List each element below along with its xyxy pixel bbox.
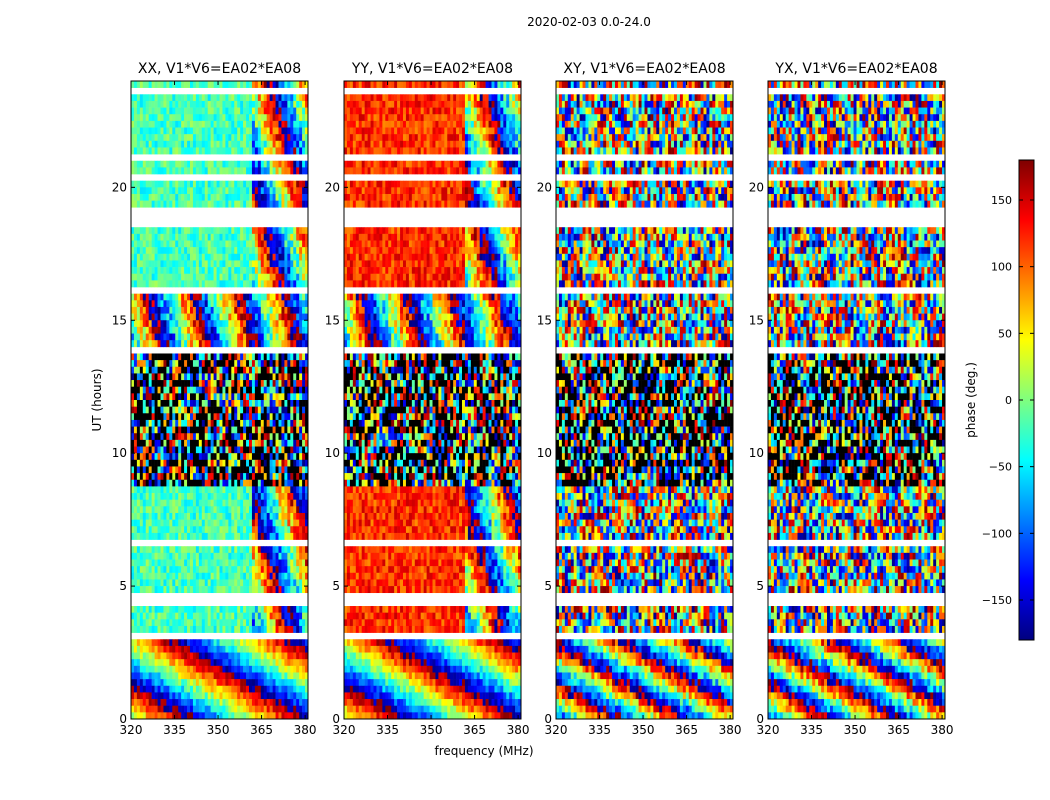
y-tick-label: 10 <box>537 446 552 460</box>
y-tick-label: 5 <box>119 579 127 593</box>
y-tick-label: 15 <box>112 313 127 327</box>
x-tick-label: 380 <box>294 723 317 737</box>
y-tick-label: 20 <box>537 180 552 194</box>
colorbar-tick-label: 150 <box>991 194 1012 207</box>
x-tick-label: 365 <box>463 723 486 737</box>
x-tick-label: 350 <box>207 723 230 737</box>
x-tick-label: 335 <box>588 723 611 737</box>
y-tick-label: 10 <box>112 446 127 460</box>
heatmap-xy <box>556 81 734 720</box>
axes-frame <box>555 80 734 720</box>
x-tick-label: 335 <box>800 723 823 737</box>
x-tick-label: 335 <box>163 723 186 737</box>
x-tick-label: 320 <box>545 723 568 737</box>
panels: XX, V1*V6=EA02*EA08 320 335 350 365 380 0 5 10 15… <box>112 61 954 737</box>
colorbar-tick-label: −50 <box>989 461 1012 474</box>
colorbar-tick-label: −100 <box>982 527 1012 540</box>
x-tick-label: 365 <box>675 723 698 737</box>
axes-frame <box>130 80 309 720</box>
x-tick-label: 380 <box>719 723 742 737</box>
colorbar: −150 −100 −50 0 50 100 150 phase (deg.) <box>964 159 1035 641</box>
y-axis-label: UT (hours) <box>90 368 104 431</box>
x-tick-label: 320 <box>120 723 143 737</box>
heatmap-yx <box>768 81 946 720</box>
y-tick-label: 10 <box>325 446 340 460</box>
x-tick-label: 335 <box>376 723 399 737</box>
y-tick-label: 0 <box>332 712 340 726</box>
axes-frame <box>767 80 946 720</box>
x-axis-label: frequency (MHz) <box>434 744 533 758</box>
y-tick-label: 5 <box>332 579 340 593</box>
figure-suptitle: 2020-02-03 0.0-24.0 <box>527 15 651 29</box>
panel-xy: XY, V1*V6=EA02*EA08 320 335 350 365 380 0 5 10 15… <box>537 61 742 737</box>
y-tick-label: 20 <box>112 180 127 194</box>
y-tick-label: 15 <box>749 313 764 327</box>
y-tick-label: 20 <box>325 180 340 194</box>
panel-xx: XX, V1*V6=EA02*EA08 320 335 350 365 380 0 5 10 15… <box>112 61 317 737</box>
x-tick-label: 320 <box>757 723 780 737</box>
colorbar-tick-label: −150 <box>982 594 1012 607</box>
x-tick-label: 350 <box>632 723 655 737</box>
y-tick-label: 5 <box>756 579 764 593</box>
x-tick-label: 365 <box>887 723 910 737</box>
panel-title: XX, V1*V6=EA02*EA08 <box>138 61 301 77</box>
x-tick-label: 350 <box>844 723 867 737</box>
y-tick-label: 0 <box>119 712 127 726</box>
colorbar-tick-label: 0 <box>1005 394 1012 407</box>
panel-title: XY, V1*V6=EA02*EA08 <box>563 61 725 77</box>
y-tick-label: 10 <box>749 446 764 460</box>
x-tick-label: 320 <box>333 723 356 737</box>
y-tick-label: 20 <box>749 180 764 194</box>
y-tick-label: 0 <box>756 712 764 726</box>
y-tick-label: 15 <box>537 313 552 327</box>
y-tick-label: 5 <box>544 579 552 593</box>
axes-frame <box>343 80 522 720</box>
panel-title: YY, V1*V6=EA02*EA08 <box>351 61 513 77</box>
y-tick-label: 15 <box>325 313 340 327</box>
heatmap-xx <box>131 81 309 720</box>
heatmap-yy <box>344 81 522 720</box>
colorbar-tick-label: 100 <box>991 261 1012 274</box>
x-tick-label: 365 <box>250 723 273 737</box>
panel-yy: YY, V1*V6=EA02*EA08 320 335 350 365 380 0 5 10 15… <box>325 61 530 737</box>
panel-title: YX, V1*V6=EA02*EA08 <box>774 61 937 77</box>
x-tick-label: 380 <box>507 723 530 737</box>
x-tick-label: 380 <box>931 723 954 737</box>
y-tick-label: 0 <box>544 712 552 726</box>
panel-yx: YX, V1*V6=EA02*EA08 320 335 350 365 380 0 5 10 15… <box>749 61 954 737</box>
x-tick-label: 350 <box>420 723 443 737</box>
colorbar-tick-label: 50 <box>998 327 1012 340</box>
colorbar-label: phase (deg.) <box>964 362 978 438</box>
